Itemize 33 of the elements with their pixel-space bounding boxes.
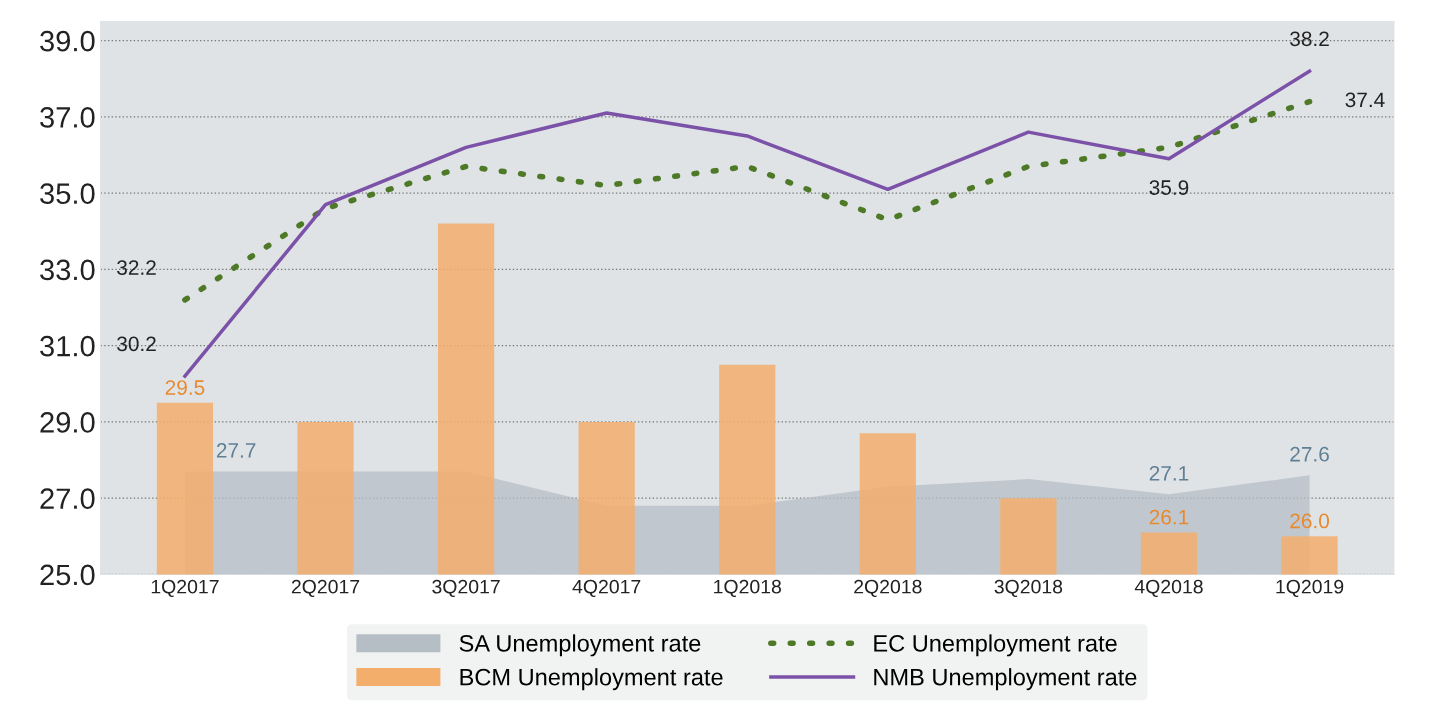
- x-tick-label: 2Q2017: [291, 579, 360, 598]
- data-label: 26.1: [1149, 509, 1189, 525]
- data-label: 27.6: [1290, 446, 1329, 462]
- data-label: 27.1: [1149, 465, 1189, 481]
- legend-label: NMB Unemployment rate: [874, 668, 1137, 691]
- data-label: 27.7: [216, 443, 256, 458]
- x-tick-label: 1Q2018: [714, 579, 781, 598]
- x-tick-label: 2Q2018: [854, 579, 922, 598]
- y-tick-label: 31.0: [40, 335, 95, 357]
- data-label: 30.2: [117, 336, 156, 352]
- x-tick-label: 3Q2017: [432, 579, 500, 598]
- data-label: 35.9: [1149, 180, 1189, 195]
- x-tick-label: 1Q2019: [1276, 579, 1344, 598]
- legend-label: SA Unemployment rate: [459, 634, 701, 657]
- data-label: 32.2: [117, 260, 156, 275]
- y-tick-label: 35.0: [40, 183, 95, 204]
- data-label: 37.4: [1345, 92, 1385, 108]
- y-tick-label: 37.0: [40, 107, 95, 128]
- legend-label: EC Unemployment rate: [874, 634, 1117, 657]
- x-tick-label: 4Q2017: [572, 579, 641, 598]
- y-tick-label: 39.0: [40, 30, 95, 52]
- y-tick-label: 27.0: [40, 488, 95, 509]
- legend-label: BCM Unemployment rate: [460, 668, 723, 691]
- y-tick-label: 29.0: [40, 412, 95, 433]
- data-label: 29.5: [165, 380, 205, 395]
- y-tick-label: 25.0: [40, 564, 95, 586]
- y-tick-label: 33.0: [40, 259, 95, 281]
- x-tick-label: 1Q2017: [151, 579, 219, 598]
- data-label: 26.0: [1290, 513, 1330, 529]
- x-tick-label: 3Q2018: [994, 579, 1063, 598]
- x-tick-label: 4Q2018: [1134, 579, 1203, 598]
- data-label: 38.2: [1290, 31, 1329, 47]
- line-series: [183, 69, 1312, 378]
